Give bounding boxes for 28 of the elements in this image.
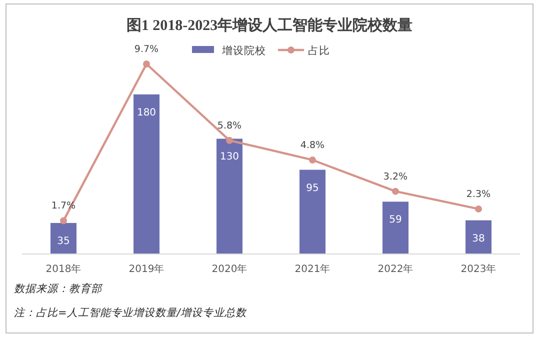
data-label: 130 [220, 152, 240, 163]
data-label: 3.2% [383, 171, 408, 182]
legend-label: 增设院校 [221, 44, 266, 57]
bar [134, 94, 160, 254]
x-tick-label: 2020年 [212, 263, 248, 275]
legend-label: 占比 [308, 44, 330, 57]
bar [466, 220, 492, 254]
bar [382, 202, 408, 254]
source-note: 数据来源：教育部 [14, 282, 103, 295]
data-label: 180 [136, 107, 156, 118]
x-tick-label: 2023年 [460, 263, 496, 275]
x-tick-label: 2022年 [378, 263, 414, 275]
x-tick-label: 2018年 [46, 263, 82, 275]
data-label: 9.7% [134, 44, 159, 55]
data-label: 38 [472, 233, 485, 244]
bar [50, 222, 76, 254]
data-label: 2.3% [466, 188, 491, 200]
chart-title: 图1 2018-2023年增设人工智能专业院校数量 [126, 17, 413, 34]
bar [216, 138, 242, 254]
x-tick-label: 2019年 [128, 263, 164, 275]
data-label: 35 [57, 236, 70, 247]
data-label: 59 [389, 214, 402, 226]
data-label: 4.8% [300, 140, 325, 151]
data-label: 95 [306, 182, 319, 194]
bar [300, 170, 326, 254]
data-label: 5.8% [217, 120, 242, 132]
text: 注：占比=人工智能专业增设数量/增设专业总数 [14, 307, 248, 319]
x-tick-label: 2021年 [294, 263, 330, 275]
